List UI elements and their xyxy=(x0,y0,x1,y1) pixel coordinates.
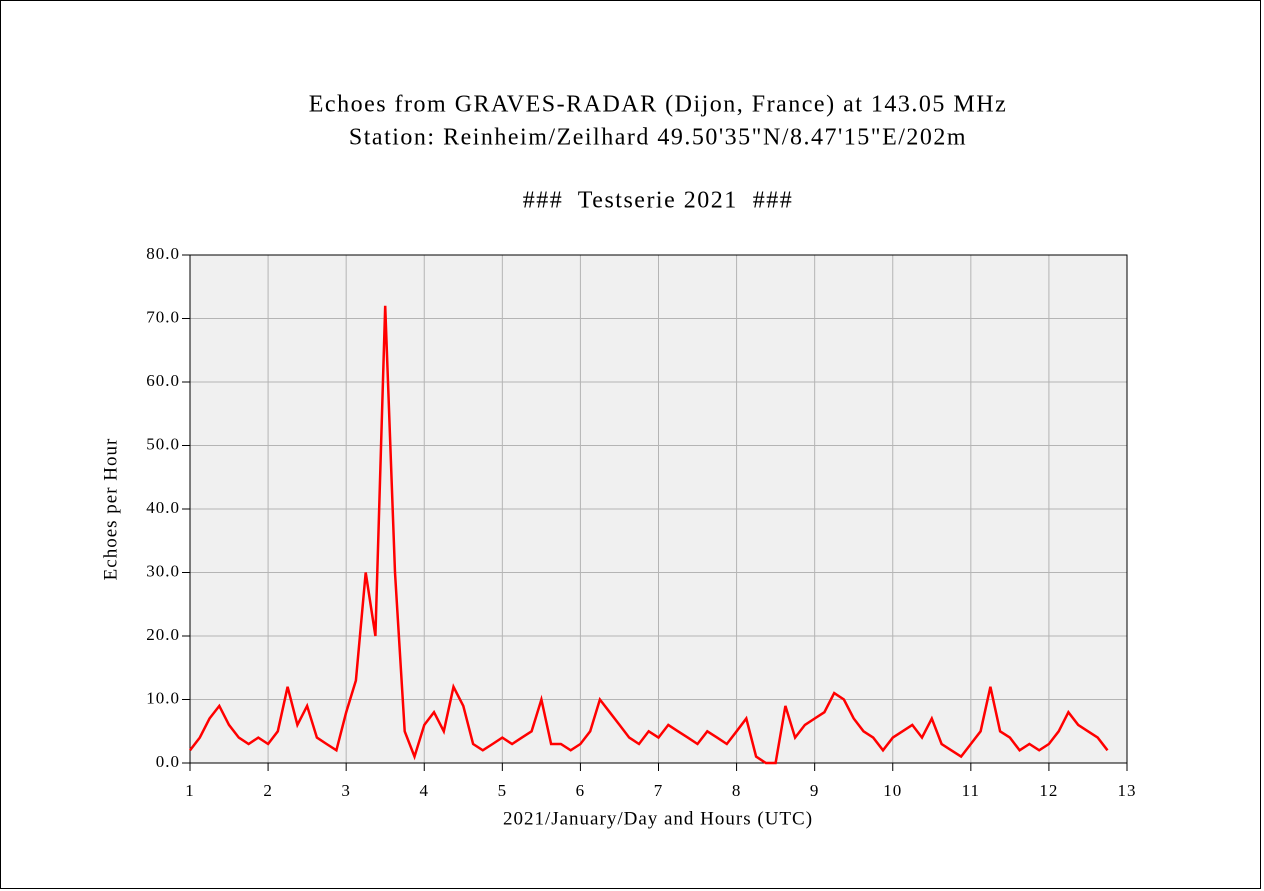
plot-border xyxy=(189,254,1128,764)
y-axis-label: Echoes per Hour xyxy=(100,438,121,581)
y-tick-label: 0.0 xyxy=(156,752,180,771)
x-tick-label: 5 xyxy=(498,781,508,800)
x-tick-label: 10 xyxy=(883,781,902,800)
chart-subtitle: Station: Reinheim/Zeilhard 49.50'35"N/8.… xyxy=(349,125,967,151)
y-tick-label: 20.0 xyxy=(146,625,180,644)
chart-title: Echoes from GRAVES-RADAR (Dijon, France)… xyxy=(309,92,1007,118)
x-tick-label: 1 xyxy=(185,781,195,800)
x-tick-label: 3 xyxy=(341,781,351,800)
y-tick-label: 30.0 xyxy=(146,561,180,580)
x-tick-label: 4 xyxy=(420,781,430,800)
x-tick-label: 6 xyxy=(576,781,586,800)
x-tick-label: 8 xyxy=(732,781,742,800)
y-tick-label: 60.0 xyxy=(146,371,180,390)
x-tick-label: 9 xyxy=(810,781,820,800)
x-tick-label: 2 xyxy=(263,781,273,800)
x-tick-label: 13 xyxy=(1118,781,1137,800)
y-tick-label: 10.0 xyxy=(146,688,180,707)
annotation: ### Testserie 2021 ### xyxy=(523,188,794,214)
x-tick-label: 11 xyxy=(962,781,980,800)
y-tick-label: 70.0 xyxy=(146,307,180,326)
x-tick-label: 7 xyxy=(654,781,664,800)
y-tick-label: 40.0 xyxy=(146,498,180,517)
y-tick-label: 50.0 xyxy=(146,434,180,453)
x-tick-label: 12 xyxy=(1039,781,1058,800)
data-line xyxy=(189,305,1109,765)
y-tick-label: 80.0 xyxy=(146,244,180,263)
x-axis-label: 2021/January/Day and Hours (UTC) xyxy=(503,808,813,829)
